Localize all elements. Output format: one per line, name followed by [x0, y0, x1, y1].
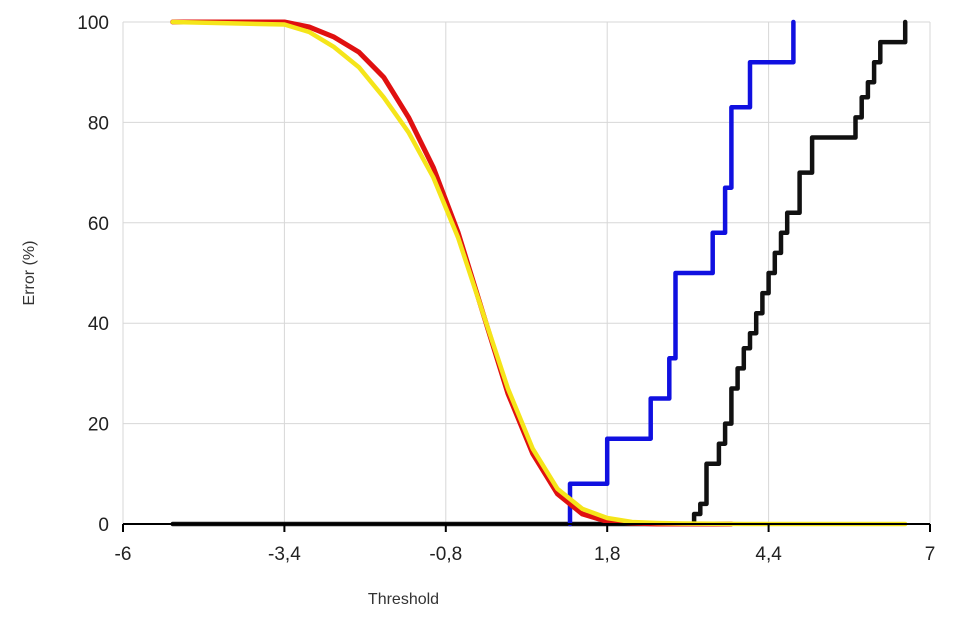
- x-tick-label-0: -6: [115, 544, 132, 565]
- x-tick-label-5: 7: [925, 544, 936, 565]
- x-axis-title: Threshold: [368, 591, 439, 608]
- axes: [122, 523, 931, 532]
- x-tick-label-3: 1,8: [594, 544, 620, 565]
- tick-labels: -6 -3,4 -0,8 1,8 4,4 7 0 20 40 60 80 100: [77, 13, 935, 565]
- x-tick-label-2: -0,8: [429, 544, 462, 565]
- series-line-3: [170, 19, 908, 527]
- y-tick-label-2: 40: [88, 314, 109, 335]
- series-line-0: [170, 19, 908, 527]
- y-tick-label-5: 100: [77, 13, 109, 34]
- x-tick-label-1: -3,4: [268, 544, 301, 565]
- series-lines: [170, 19, 908, 527]
- y-tick-label-1: 20: [88, 415, 109, 436]
- y-tick-label-4: 80: [88, 113, 109, 134]
- series-line-2: [170, 19, 734, 527]
- y-axis-title: Error (%): [21, 241, 38, 306]
- series-line-1: [567, 19, 796, 527]
- x-tick-label-4: 4,4: [755, 544, 782, 565]
- grid-lines: [122, 21, 931, 525]
- y-tick-label-0: 0: [98, 515, 109, 536]
- y-tick-label-3: 60: [88, 214, 109, 235]
